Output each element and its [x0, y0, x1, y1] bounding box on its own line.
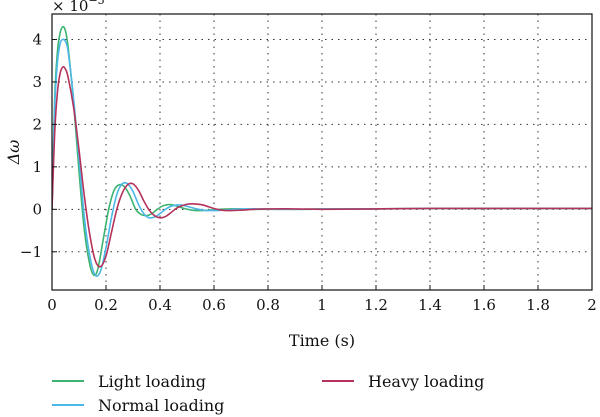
y-tick-label: −1 — [20, 243, 42, 261]
x-tick-label: 1.6 — [472, 296, 496, 314]
series-layer — [52, 25, 592, 277]
x-axis-title: Time (s) — [289, 331, 355, 350]
x-tick-label: 1.8 — [526, 296, 550, 314]
y-tick-label: 3 — [32, 73, 42, 91]
y-tick-label: 1 — [32, 158, 42, 176]
y-tick-label: 4 — [32, 30, 42, 48]
x-tick-label: 0 — [47, 296, 57, 314]
x-tick-label: 1.2 — [364, 296, 388, 314]
grid-lines — [52, 14, 592, 290]
x-tick-label: 1.4 — [418, 296, 442, 314]
legend-label: Normal loading — [98, 396, 224, 415]
axis-ticks: 0 0.2 0.4 0.6 0.8 1 1.2 1.4 1.6 1.8 2 −1 0 1 2 3 4 — [20, 30, 597, 314]
y-axis-title: Δω — [4, 140, 23, 166]
x-tick-label: 2 — [587, 296, 597, 314]
y-scale-exponent: −5 — [88, 0, 104, 7]
x-tick-label: 0.6 — [202, 296, 226, 314]
x-tick-label: 1 — [317, 296, 327, 314]
x-tick-label: 0.2 — [94, 296, 118, 314]
y-scale-label: × 10−5 — [52, 0, 105, 15]
y-tick-label: 2 — [32, 115, 42, 133]
legend-label: Light loading — [98, 372, 206, 391]
y-scale-base: × 10 — [52, 0, 88, 15]
y-tick-label: 0 — [32, 200, 42, 218]
x-tick-label: 0.4 — [148, 296, 172, 314]
series-line-3 — [52, 66, 592, 268]
legend: Light loading Normal loading Heavy loading — [52, 372, 484, 415]
legend-label: Heavy loading — [368, 372, 484, 391]
x-tick-label: 0.8 — [256, 296, 280, 314]
